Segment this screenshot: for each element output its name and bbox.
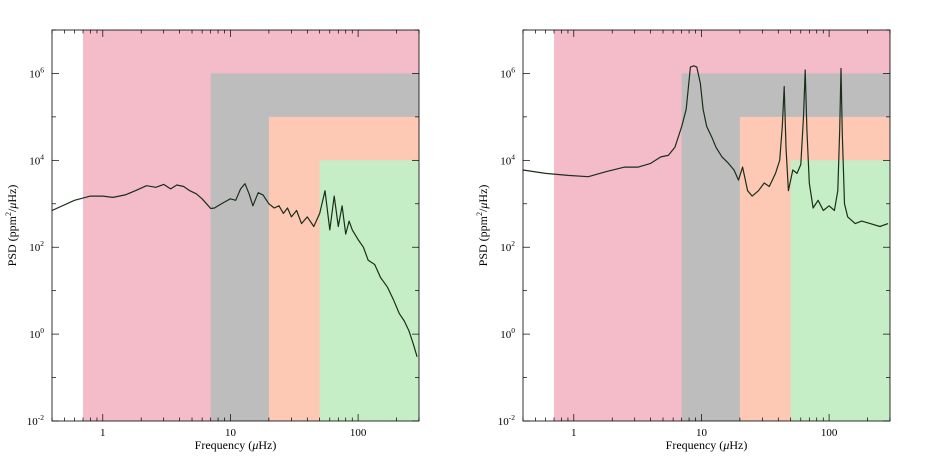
y-axis-label: PSD (ppm2/μHz) xyxy=(475,185,490,267)
y-tick-exponent: 4 xyxy=(40,152,44,161)
y-tick-base: 10 xyxy=(29,155,41,167)
x-axis-label: Frequency (μHz) xyxy=(666,438,748,452)
x-tick-label: 100 xyxy=(350,427,367,439)
y-axis-label-part: PSD (ppm xyxy=(5,215,19,266)
y-tick-label: 104 xyxy=(29,152,44,167)
y-tick-exponent: 0 xyxy=(511,326,515,335)
y-axis-label-part: Hz) xyxy=(476,185,490,203)
y-axis-label-part: PSD (ppm xyxy=(476,215,490,266)
y-axis-label-part: 2 xyxy=(4,212,13,216)
region-green xyxy=(319,160,419,422)
y-axis-label-part: μ xyxy=(476,203,490,210)
y-axis-label-part: / xyxy=(476,208,490,212)
x-tick-label: 10 xyxy=(696,427,708,439)
psd-series-line xyxy=(52,183,418,357)
y-tick-label: 106 xyxy=(500,65,515,80)
y-tick-label: 10-2 xyxy=(27,413,44,428)
x-axis-label-part: Frequency ( xyxy=(666,438,724,452)
y-tick-base: 10 xyxy=(498,416,510,428)
x-tick-label: 1 xyxy=(571,427,577,439)
y-axis-label-part: Hz) xyxy=(5,185,19,203)
y-axis-label-part: μ xyxy=(5,203,19,210)
y-tick-label: 102 xyxy=(29,239,44,254)
plot-frame xyxy=(51,29,420,422)
y-tick-label: 104 xyxy=(500,152,515,167)
x-axis-label-part: μ xyxy=(251,438,258,452)
y-tick-exponent: 0 xyxy=(40,326,44,335)
y-axis-label: PSD (ppm2/μHz) xyxy=(4,185,19,267)
y-axis-label-part: 2 xyxy=(475,212,484,216)
y-tick-base: 10 xyxy=(27,416,39,428)
y-tick-label: 102 xyxy=(500,239,515,254)
psd-series-line xyxy=(523,65,889,228)
x-axis-label-part: μ xyxy=(722,438,729,452)
y-tick-base: 10 xyxy=(29,329,41,341)
y-tick-label: 10-2 xyxy=(498,413,515,428)
x-axis-label: Frequency (μHz) xyxy=(195,438,277,452)
y-tick-label: 100 xyxy=(500,326,515,341)
x-axis-label-part: Frequency ( xyxy=(195,438,253,452)
y-tick-base: 10 xyxy=(500,155,512,167)
x-axis-label-part: Hz) xyxy=(258,438,276,452)
x-tick-label: 100 xyxy=(821,427,838,439)
y-tick-exponent: 6 xyxy=(511,65,515,74)
y-tick-exponent: -2 xyxy=(509,413,515,422)
y-tick-label: 106 xyxy=(29,65,44,80)
y-tick-base: 10 xyxy=(500,68,512,80)
y-tick-base: 10 xyxy=(29,68,41,80)
y-axis-label-part: / xyxy=(5,208,19,212)
x-tick-label: 10 xyxy=(225,427,237,439)
y-tick-base: 10 xyxy=(500,242,512,254)
x-tick-label: 1 xyxy=(100,427,106,439)
y-tick-label: 100 xyxy=(29,326,44,341)
y-tick-exponent: 6 xyxy=(40,65,44,74)
y-tick-base: 10 xyxy=(29,242,41,254)
plot-frame xyxy=(522,29,891,422)
region-green xyxy=(790,160,890,422)
y-tick-base: 10 xyxy=(500,329,512,341)
y-tick-exponent: 4 xyxy=(511,152,515,161)
y-tick-exponent: 2 xyxy=(40,239,44,248)
x-axis-label-part: Hz) xyxy=(729,438,747,452)
y-tick-exponent: -2 xyxy=(38,413,44,422)
y-tick-exponent: 2 xyxy=(511,239,515,248)
